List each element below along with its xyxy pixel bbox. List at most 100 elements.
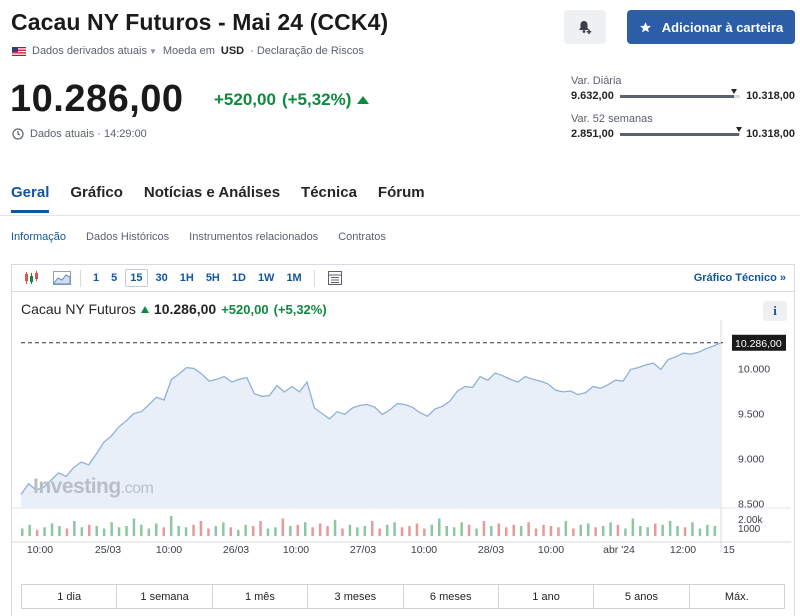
volume-bar — [244, 524, 247, 537]
subtab-info[interactable]: Informação — [11, 231, 67, 243]
period-1-week[interactable]: 1 semana — [117, 585, 213, 608]
period-max[interactable]: Máx. — [724, 590, 749, 603]
volume-bar — [251, 526, 255, 536]
info-button[interactable]: i — [763, 301, 787, 321]
volume-bar — [549, 526, 553, 536]
area-chart-icon[interactable] — [50, 269, 74, 287]
toolbar-separator — [313, 269, 315, 287]
tab-forum[interactable]: Fórum — [377, 184, 425, 201]
y-tick-label: 9.000 — [738, 454, 764, 466]
timeframe-1d[interactable]: 1D — [231, 272, 246, 284]
x-tick-label: 15 — [723, 544, 735, 556]
timeframe-5[interactable]: 5 — [111, 272, 118, 284]
period-5-years[interactable]: 5 anos — [594, 585, 690, 608]
chevron-down-icon: ▼ — [148, 47, 157, 56]
volume-bar — [169, 516, 173, 536]
volume-bar — [147, 528, 151, 536]
candlestick-icon[interactable] — [19, 269, 43, 287]
volume-bar — [80, 527, 84, 537]
risk-disclosure-link[interactable]: · Declaração de Riscos — [250, 45, 364, 57]
period-6-months[interactable]: 6 meses — [404, 585, 499, 608]
instrument-title: Cacau NY Futuros - Mai 24 (CCK4) — [11, 9, 389, 35]
volume-bar — [95, 526, 98, 536]
volume-bar — [311, 527, 314, 537]
volume-bar — [438, 518, 441, 536]
volume-bar — [609, 522, 612, 537]
y-tick-label: 8.500 — [738, 499, 764, 511]
timeframe-1[interactable]: 1 — [93, 272, 100, 284]
x-tick-label: 10:00 — [538, 544, 564, 556]
data-type-dropdown[interactable]: Dados derivados atuais ▼ — [32, 45, 157, 57]
volume-bar — [587, 523, 590, 536]
volume-bar — [184, 527, 188, 537]
price-change: +520,00 (+5,32%) — [214, 90, 370, 110]
chart-toolbar: 1 5 15 30 1H 5H 1D 1W 1M Gráfico Técnico… — [12, 265, 794, 292]
volume-bar — [28, 524, 31, 537]
price-line — [20, 342, 722, 495]
timeframe-5h[interactable]: 5H — [205, 272, 220, 284]
volume-bar — [445, 526, 448, 536]
period-1-month[interactable]: 1 mês — [213, 585, 309, 608]
period-3-months[interactable]: 3 meses — [308, 585, 404, 608]
volume-bar — [132, 518, 136, 536]
volume-bar — [646, 527, 649, 537]
timeframe-1w[interactable]: 1W — [257, 272, 275, 284]
volume-bar — [318, 523, 322, 536]
timeframe-1h[interactable]: 1H — [179, 272, 194, 284]
tab-chart[interactable]: Gráfico — [70, 184, 123, 201]
volume-bar — [199, 521, 203, 536]
volume-bar — [661, 524, 664, 537]
volume-bar — [229, 527, 232, 537]
volume-bar — [594, 527, 597, 537]
clock-icon — [12, 128, 24, 140]
bell-plus-icon — [579, 21, 592, 34]
volume-bar — [88, 524, 91, 537]
volume-bar — [534, 528, 538, 536]
daily-range-bar — [619, 88, 741, 98]
instrument-meta: Dados derivados atuais ▼ Moeda em USD · D… — [12, 45, 364, 57]
tab-news[interactable]: Notícias e Análises — [143, 184, 281, 201]
technical-chart-link[interactable]: Gráfico Técnico » — [693, 272, 786, 284]
volume-bar — [527, 522, 530, 537]
tab-general[interactable]: Geral — [11, 184, 50, 213]
volume-bar — [683, 527, 687, 537]
volume-bar — [482, 521, 486, 536]
change-value: +520,00 — [214, 90, 276, 109]
daily-range: Var. Diária 9.632,00 10.318,00 — [571, 75, 795, 102]
timeframe-15[interactable]: 15 — [125, 269, 148, 287]
volume-bar — [601, 526, 605, 536]
star-icon — [639, 21, 651, 32]
period-1-year[interactable]: 1 ano — [499, 585, 595, 608]
volume-bar — [21, 528, 24, 536]
volume-bar — [400, 527, 404, 537]
price-chart[interactable]: 10.286,0010.0009.5009.0008.5002.00k10001… — [11, 320, 791, 560]
volume-tick-label: 1000 — [738, 524, 761, 535]
volume-bar — [326, 526, 329, 536]
week52-high: 10.318,00 — [746, 128, 795, 140]
volume-bar — [222, 522, 225, 537]
subtab-related[interactable]: Instrumentos relacionados — [189, 231, 319, 243]
timeframe-30[interactable]: 30 — [155, 272, 168, 284]
add-to-portfolio-button[interactable]: Adicionar à carteira — [627, 10, 795, 44]
period-1-day[interactable]: 1 dia — [22, 585, 118, 608]
subtab-contracts[interactable]: Contratos — [338, 231, 386, 243]
volume-bar — [572, 528, 575, 536]
legend-price: 10.286,00 — [153, 301, 217, 317]
week52-range-label: Var. 52 semanas — [571, 113, 653, 125]
table-view-icon[interactable] — [323, 269, 347, 287]
volume-bar — [102, 528, 106, 536]
timeframe-1m[interactable]: 1M — [286, 272, 302, 284]
volume-bar — [58, 526, 61, 536]
x-tick-label: 26/03 — [223, 544, 249, 556]
volume-bar — [281, 518, 285, 536]
subtab-historical[interactable]: Dados Históricos — [86, 231, 170, 243]
volume-bar — [676, 526, 679, 536]
week52-range-marker — [735, 126, 742, 132]
volume-bar — [363, 526, 367, 536]
x-tick-label: 27/03 — [350, 544, 376, 556]
volume-bar — [385, 524, 389, 537]
price-alert-button[interactable] — [564, 10, 606, 44]
timestamp-label: Dados atuais · 14:29:00 — [30, 128, 147, 140]
tab-technical[interactable]: Técnica — [301, 184, 357, 201]
volume-bar — [110, 522, 113, 537]
